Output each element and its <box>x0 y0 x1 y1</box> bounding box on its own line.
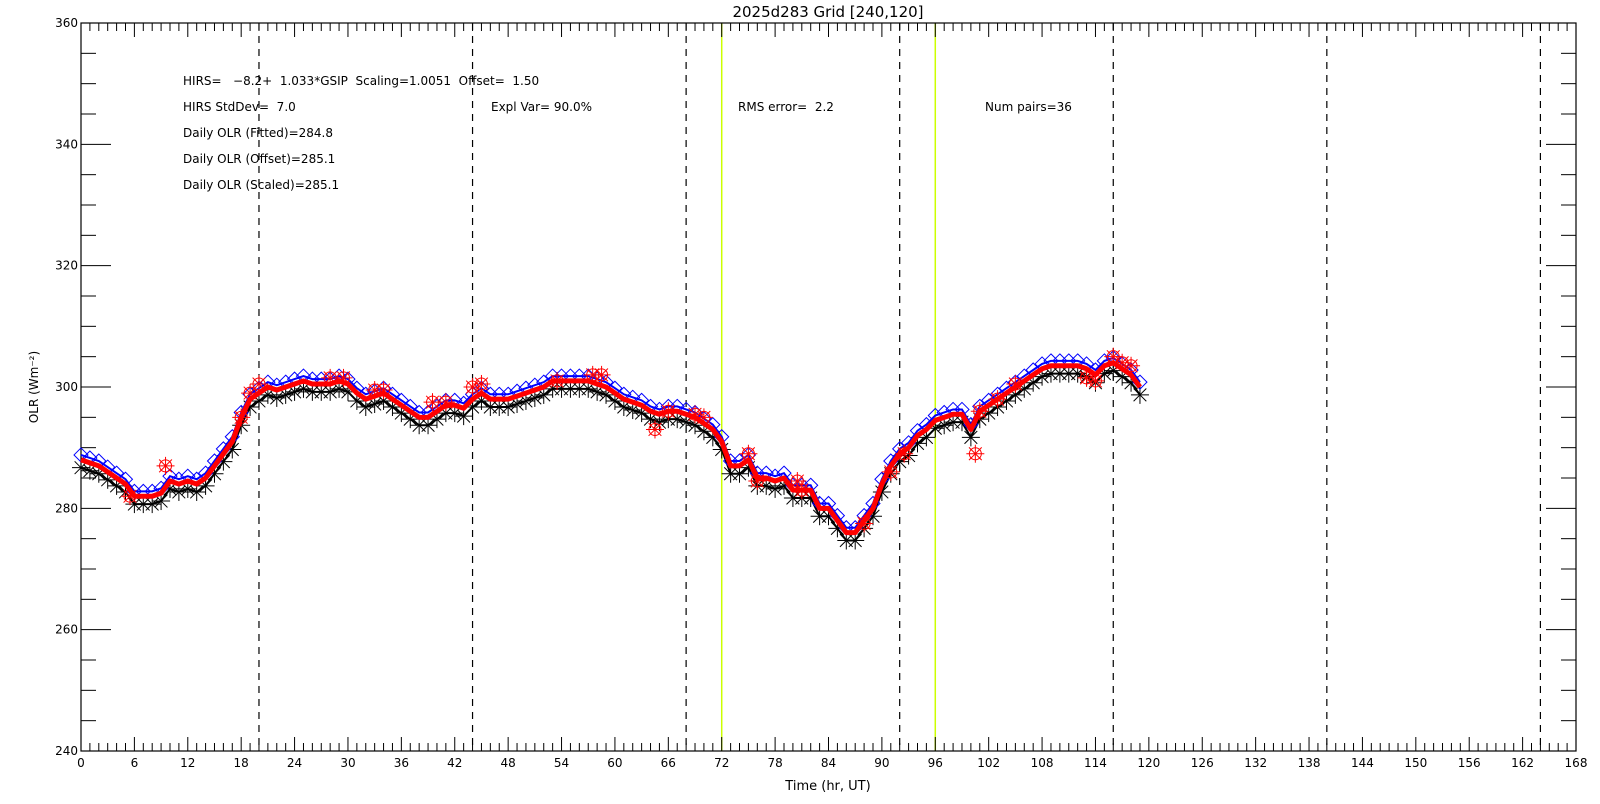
hirs-point-ring <box>968 447 982 461</box>
hirs-point-ring <box>439 395 453 409</box>
x-tick-label: 60 <box>607 756 622 770</box>
hirs-point-ring <box>1008 377 1022 391</box>
blue-series-line <box>80 356 1141 529</box>
x-tick-label: 0 <box>77 756 85 770</box>
x-tick-label: 24 <box>287 756 302 770</box>
hirs-point-ring <box>243 386 257 400</box>
x-tick-label: 54 <box>554 756 569 770</box>
hirs-point-ring <box>337 371 351 385</box>
x-tick-label: 30 <box>340 756 355 770</box>
hirs-point-ring <box>741 447 755 461</box>
hirs-point-ring <box>991 392 1005 406</box>
x-tick-label: 150 <box>1404 756 1427 770</box>
hirs-point-ring <box>750 474 764 488</box>
hirs-point-ring <box>550 374 564 388</box>
y-tick-label: 340 <box>55 137 78 151</box>
hirs-point-ring <box>661 404 675 418</box>
x-tick-label: 168 <box>1565 756 1588 770</box>
y-axis-label: OLR (Wm⁻²) <box>27 351 41 423</box>
y-tick-label: 300 <box>55 380 78 394</box>
fitted-red-line <box>80 360 1142 536</box>
hirs-point-ring <box>795 483 809 497</box>
y-tick-label: 260 <box>55 623 78 637</box>
x-tick-label: 114 <box>1084 756 1107 770</box>
y-tick-label: 280 <box>55 501 78 515</box>
black-asterisk-point <box>1130 385 1149 404</box>
x-tick-label: 18 <box>234 756 249 770</box>
x-tick-label: 120 <box>1137 756 1160 770</box>
annotation-daily-fitted: Daily OLR (Fitted)=284.8 <box>183 126 333 140</box>
hirs-point-ring <box>234 410 248 424</box>
hirs-point-ring <box>857 517 871 530</box>
x-tick-label: 102 <box>977 756 1000 770</box>
hirs-point-ring <box>159 459 173 473</box>
hirs-point-ring <box>648 422 662 436</box>
annotation-daily-scaled: Daily OLR (Scaled)=285.1 <box>183 178 339 192</box>
hirs-point-ring <box>884 465 898 479</box>
x-tick-label: 90 <box>874 756 889 770</box>
x-tick-label: 78 <box>767 756 782 770</box>
x-tick-label: 42 <box>447 756 462 770</box>
hirs-point-ring <box>377 383 391 397</box>
hirs-point-ring <box>1124 359 1138 373</box>
hirs-point-ring <box>897 447 911 461</box>
annotation-rms-error: RMS error= 2.2 <box>738 100 834 114</box>
black-asterisk-point <box>196 476 215 495</box>
x-tick-label: 48 <box>501 756 516 770</box>
x-tick-label: 144 <box>1351 756 1374 770</box>
annotation-regression: HIRS= −8.2+ 1.033*GSIP Scaling=1.0051 Of… <box>183 74 539 88</box>
annotation-stddev: HIRS StdDev= 7.0 <box>183 100 296 114</box>
hirs-point-ring <box>790 474 804 488</box>
annotation-expl-var: Expl Var= 90.0% <box>491 100 592 114</box>
x-tick-label: 126 <box>1191 756 1214 770</box>
hirs-point-ring <box>973 404 987 418</box>
hirs-point-ring <box>595 368 609 382</box>
x-tick-label: 36 <box>394 756 409 770</box>
annotation-num-pairs: Num pairs=36 <box>985 100 1072 114</box>
x-tick-label: 6 <box>131 756 139 770</box>
hirs-point-ring <box>474 377 488 391</box>
hirs-point-ring <box>1088 374 1102 388</box>
x-tick-label: 66 <box>661 756 676 770</box>
annotation-daily-offset: Daily OLR (Offset)=285.1 <box>183 152 335 166</box>
x-tick-label: 96 <box>928 756 943 770</box>
chart-title: 2025d283 Grid [240,120] <box>732 3 923 21</box>
x-tick-label: 84 <box>821 756 836 770</box>
x-tick-label: 132 <box>1244 756 1267 770</box>
black-asterisk-point <box>961 428 980 447</box>
x-tick-label: 162 <box>1511 756 1534 770</box>
x-tick-label: 138 <box>1298 756 1321 770</box>
y-tick-label: 240 <box>55 744 78 758</box>
x-axis-label: Time (hr, UT) <box>784 779 870 794</box>
x-tick-label: 72 <box>714 756 729 770</box>
hirs-point-ring <box>252 377 266 391</box>
y-tick-label: 360 <box>55 16 78 30</box>
x-tick-label: 108 <box>1031 756 1054 770</box>
hirs-point-ring <box>123 489 137 503</box>
x-tick-label: 156 <box>1458 756 1481 770</box>
hirs-point-ring <box>697 410 711 424</box>
y-tick-label: 320 <box>55 259 78 273</box>
black-asterisk-point <box>169 482 188 501</box>
x-tick-label: 12 <box>180 756 195 770</box>
